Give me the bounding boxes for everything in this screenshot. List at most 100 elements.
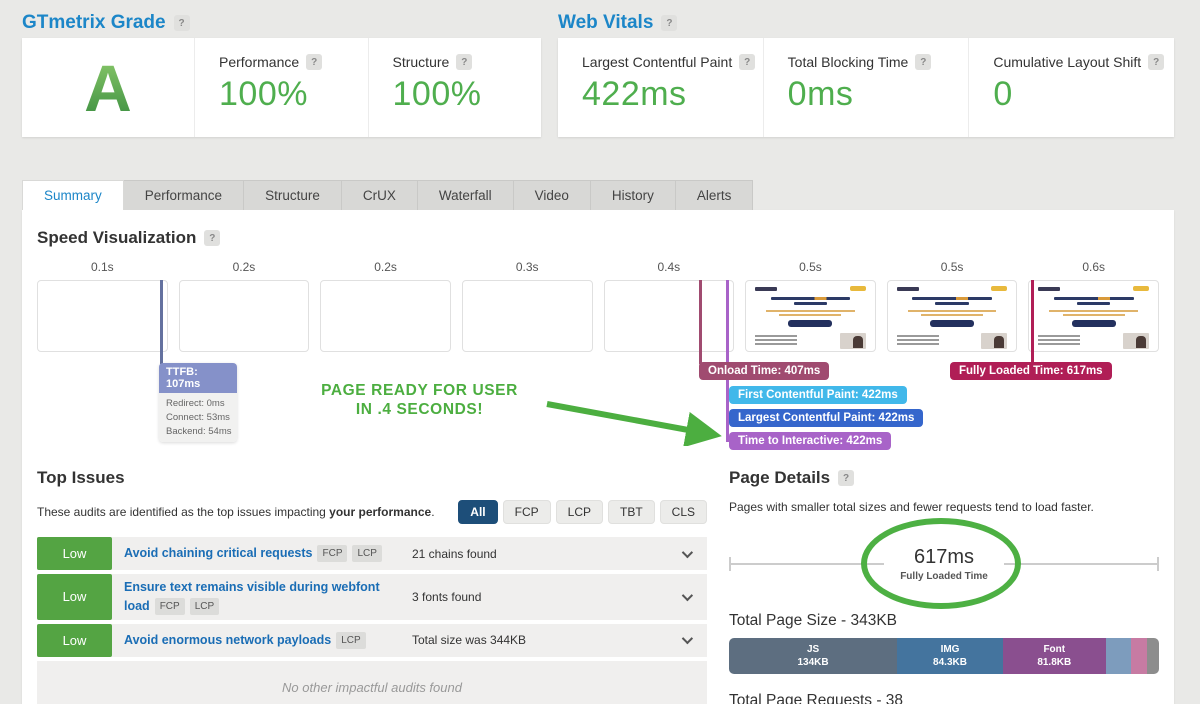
tbt-cell: Total Blocking Time ? 0ms bbox=[762, 38, 969, 137]
gtmetrix-grade-block: GTmetrix Grade ? A Performance ? 100% St… bbox=[22, 8, 541, 137]
meter-line bbox=[1003, 557, 1160, 571]
grade-card: A Performance ? 100% Structure ? 100% bbox=[22, 38, 541, 137]
filmstrip-frame[interactable] bbox=[320, 280, 451, 352]
expand-issue-button[interactable] bbox=[665, 589, 707, 601]
filmstrip-thumbnail bbox=[1029, 281, 1158, 351]
tab-waterfall[interactable]: Waterfall bbox=[417, 180, 514, 210]
ttfb-marker-line bbox=[160, 280, 163, 364]
filter-tbt-button[interactable]: TBT bbox=[607, 500, 655, 524]
filmstrip-frame[interactable] bbox=[886, 280, 1018, 352]
issue-tag: LCP bbox=[336, 631, 366, 649]
issue-link[interactable]: Avoid enormous network payloads bbox=[124, 632, 332, 647]
issue-link[interactable]: Avoid chaining critical requests bbox=[124, 546, 313, 561]
filmstrip-frame[interactable] bbox=[745, 280, 876, 352]
size-segment-img[interactable]: IMG 84.3KB bbox=[897, 638, 1003, 674]
issue-tag: FCP bbox=[154, 597, 185, 615]
size-segment[interactable] bbox=[1105, 638, 1131, 674]
size-segment-font[interactable]: Font 81.8KB bbox=[1002, 638, 1106, 674]
chevron-down-icon bbox=[681, 589, 694, 601]
expand-issue-button[interactable] bbox=[665, 546, 707, 558]
speed-visualization-filmstrip: 0.1s 0.2s 0.2s 0.3s 0.4s 0.5s 0.5s 0.6s bbox=[37, 260, 1159, 458]
tab-video[interactable]: Video bbox=[513, 180, 591, 210]
frame-time: 0.5s bbox=[799, 260, 822, 274]
frame-time-labels: 0.1s 0.2s 0.2s 0.3s 0.4s 0.5s 0.5s 0.6s bbox=[37, 260, 1159, 278]
tbt-label: Total Blocking Time bbox=[787, 54, 909, 70]
cls-value: 0 bbox=[993, 75, 1013, 113]
expand-issue-button[interactable] bbox=[665, 632, 707, 645]
total-page-size-title: Total Page Size - 343KB bbox=[729, 612, 898, 629]
top-issues-subtitle: These audits are identified as the top i… bbox=[37, 505, 435, 519]
frame-time: 0.2s bbox=[232, 260, 256, 274]
web-vitals-block: Web Vitals ? Largest Contentful Paint ? … bbox=[558, 8, 1174, 137]
help-icon[interactable]: ? bbox=[1148, 54, 1165, 70]
report-tabs: Summary Performance Structure CrUX Water… bbox=[22, 180, 1200, 210]
ttfb-redirect: Redirect: 0ms bbox=[166, 398, 225, 409]
help-icon[interactable]: ? bbox=[915, 54, 932, 70]
performance-cell: Performance ? 100% bbox=[194, 38, 368, 137]
issue-row: Low Ensure text remains visible during w… bbox=[37, 574, 707, 620]
help-icon[interactable]: ? bbox=[661, 15, 678, 31]
help-icon[interactable]: ? bbox=[739, 54, 756, 70]
help-icon[interactable]: ? bbox=[173, 15, 190, 31]
issue-detail: 3 fonts found bbox=[412, 589, 482, 604]
ttfb-label: TTFB: 107ms bbox=[159, 363, 237, 393]
size-segment-js[interactable]: JS 134KB bbox=[729, 638, 898, 674]
page-ready-annotation: PAGE READY FOR USER IN .4 SECONDS! bbox=[287, 382, 552, 419]
tab-crux[interactable]: CrUX bbox=[341, 180, 418, 210]
size-segment[interactable] bbox=[1147, 638, 1159, 674]
filter-all-button[interactable]: All bbox=[458, 500, 498, 524]
issue-detail: 21 chains found bbox=[412, 546, 497, 561]
annotation-arrow-icon bbox=[546, 401, 722, 446]
summary-panel: Speed Visualization ? 0.1s 0.2s 0.2s 0.3… bbox=[22, 210, 1174, 704]
issue-detail: Total size was 344KB bbox=[412, 633, 527, 647]
first-contentful-paint-badge: First Contentful Paint: 422ms bbox=[729, 386, 907, 404]
tab-history[interactable]: History bbox=[590, 180, 676, 210]
fully-loaded-marker-line bbox=[1031, 280, 1034, 364]
lcp-label: Largest Contentful Paint bbox=[582, 54, 733, 70]
filmstrip-frame[interactable] bbox=[37, 280, 168, 352]
onload-time-badge: Onload Time: 407ms bbox=[699, 362, 830, 380]
top-metrics-row: GTmetrix Grade ? A Performance ? 100% St… bbox=[0, 0, 1200, 137]
size-segment[interactable] bbox=[1130, 638, 1148, 674]
tab-summary[interactable]: Summary bbox=[22, 180, 124, 210]
help-icon[interactable]: ? bbox=[306, 54, 323, 70]
help-icon[interactable]: ? bbox=[456, 54, 473, 70]
filmstrip-frame[interactable] bbox=[178, 280, 310, 352]
page-details-title: Page Details bbox=[729, 468, 831, 487]
filmstrip-frame[interactable] bbox=[603, 280, 735, 352]
tab-performance[interactable]: Performance bbox=[123, 180, 245, 210]
filter-lcp-button[interactable]: LCP bbox=[555, 500, 603, 524]
frame-time: 0.3s bbox=[515, 260, 539, 274]
help-icon[interactable]: ? bbox=[204, 230, 221, 246]
web-vitals-card: Largest Contentful Paint ? 422ms Total B… bbox=[558, 38, 1174, 137]
issue-row: Low Avoid enormous network payloads LCP T… bbox=[37, 623, 707, 657]
impact-badge: Low bbox=[37, 537, 112, 570]
onload-marker-line bbox=[699, 280, 702, 364]
cls-cell: Cumulative Layout Shift ? 0 bbox=[968, 38, 1174, 137]
page-details-section: Page Details ? Pages with smaller total … bbox=[729, 468, 1160, 704]
structure-value: 100% bbox=[392, 75, 482, 113]
meter-line bbox=[729, 557, 885, 571]
performance-label: Performance bbox=[219, 54, 300, 70]
help-icon[interactable]: ? bbox=[838, 470, 855, 486]
highlight-circle-annotation bbox=[861, 518, 1021, 609]
filmstrip-frame[interactable] bbox=[461, 280, 593, 352]
filter-cls-button[interactable]: CLS bbox=[659, 500, 707, 524]
speed-visualization-title: Speed Visualization bbox=[37, 228, 197, 247]
tab-alerts[interactable]: Alerts bbox=[675, 180, 754, 210]
grade-cell: A bbox=[22, 38, 194, 137]
frame-time: 0.5s bbox=[940, 260, 964, 274]
no-other-audits-note: No other impactful audits found bbox=[37, 660, 707, 704]
tti-marker-line bbox=[726, 280, 729, 442]
impact-badge: Low bbox=[37, 574, 112, 620]
filter-fcp-button[interactable]: FCP bbox=[502, 500, 551, 524]
top-issues-section: Top Issues These audits are identified a… bbox=[37, 468, 707, 704]
filmstrip-frame[interactable] bbox=[1028, 280, 1159, 352]
lcp-cell: Largest Contentful Paint ? 422ms bbox=[558, 38, 763, 137]
issue-link[interactable]: Ensure text remains visible during webfo… bbox=[124, 580, 380, 613]
chevron-down-icon bbox=[681, 546, 694, 558]
annotation-line2: IN .4 SECONDS! bbox=[355, 400, 484, 418]
filmstrip-thumbnail bbox=[746, 281, 875, 351]
frame-time: 0.4s bbox=[657, 260, 681, 274]
tab-structure[interactable]: Structure bbox=[244, 180, 342, 210]
